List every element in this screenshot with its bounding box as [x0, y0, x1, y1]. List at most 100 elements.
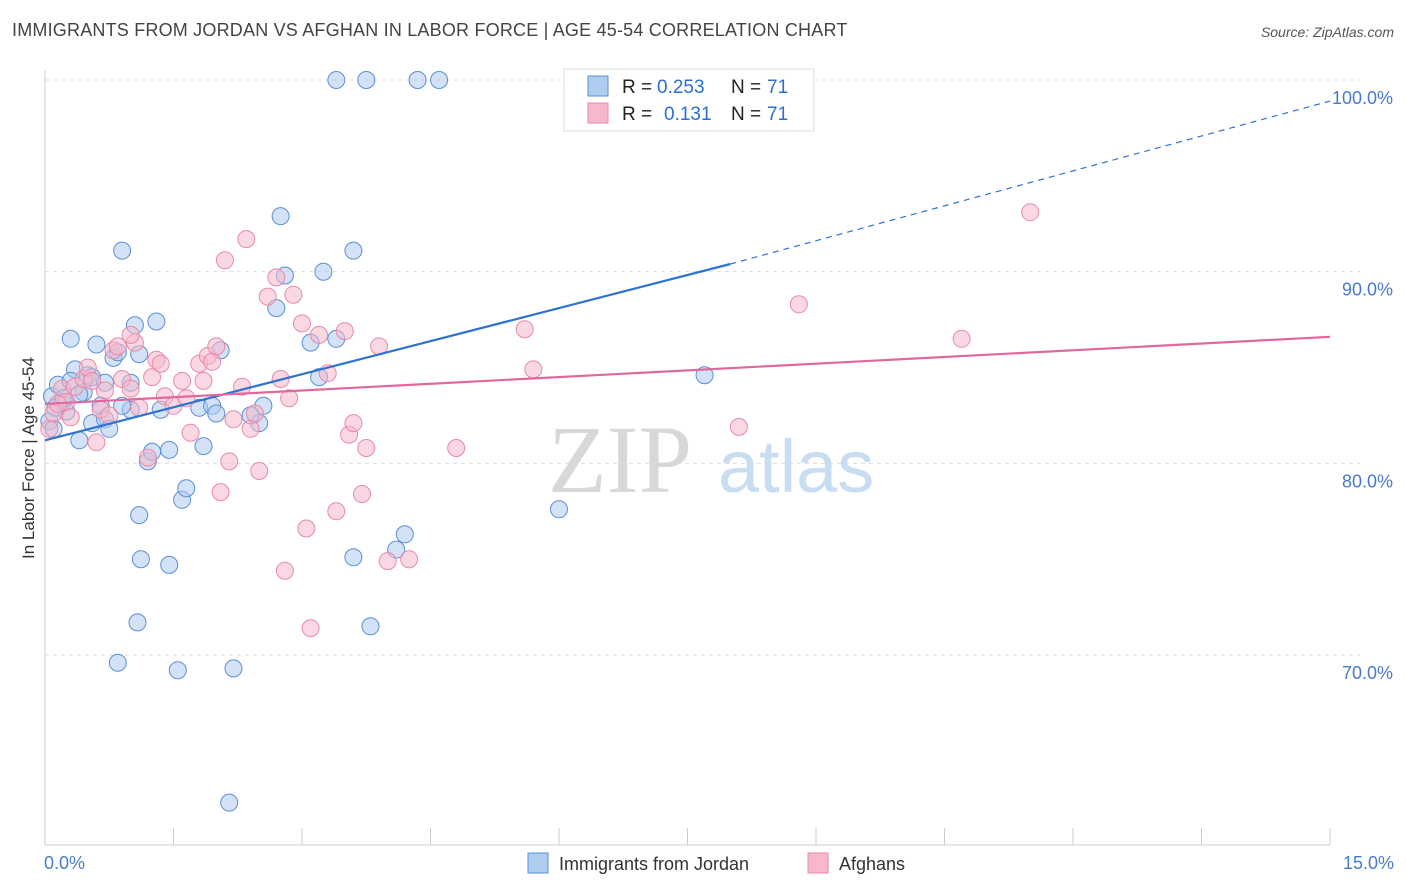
afghan-point-8	[87, 433, 106, 452]
afghan-point-33	[215, 251, 234, 270]
jordan-trend-line	[44, 262, 731, 442]
x-axis-ticks	[44, 828, 1331, 845]
jordan-point-28	[177, 479, 196, 498]
jordan-point-34	[220, 793, 239, 812]
afghan-point-7	[83, 371, 102, 390]
jordan-point-37	[108, 653, 127, 672]
afghan-point-37	[237, 230, 256, 249]
bottom-legend-jordan-swatch	[527, 852, 549, 874]
afghan-point-60	[400, 550, 419, 569]
jordan-point-53	[361, 617, 380, 636]
y-axis-title: In Labor Force | Age 45-54	[19, 357, 38, 559]
afghan-point-65	[789, 295, 808, 314]
y-tick-label-100: 100.0%	[1332, 88, 1393, 108]
y-tick-label-70: 70.0%	[1342, 663, 1393, 683]
afghan-point-44	[275, 561, 294, 580]
jordan-point-61	[695, 366, 714, 385]
afghan-point-21	[151, 354, 170, 373]
jordan-point-60	[550, 500, 568, 519]
legend-afghan-r-label: R =	[622, 104, 652, 125]
afghan-point-67	[1021, 203, 1040, 222]
afghan-point-38	[241, 419, 260, 438]
jordan-point-41	[130, 506, 149, 525]
afghan-point-42	[267, 268, 286, 287]
legend-jordan-n-value: 71	[767, 77, 788, 98]
afghan-point-55	[344, 414, 363, 433]
jordan-point-26	[160, 440, 179, 459]
jordan-point-35	[224, 659, 243, 678]
y-tick-label-90: 90.0%	[1342, 280, 1393, 300]
afghan-point-30	[203, 352, 222, 371]
jordan-point-56	[327, 71, 346, 89]
y-tick-label-80: 80.0%	[1342, 471, 1393, 491]
afghan-point-62	[515, 320, 534, 339]
jordan-point-12	[87, 335, 106, 354]
afghan-point-31	[207, 337, 226, 356]
jordan-point-45	[271, 207, 290, 226]
jordan-point-18	[113, 241, 132, 260]
afghan-point-13	[108, 337, 127, 356]
watermark-atlas: atlas	[718, 425, 874, 508]
afghan-point-50	[310, 325, 329, 344]
jordan-point-52	[344, 548, 363, 567]
afghan-point-39	[245, 404, 264, 423]
x-tick-label-min: 0.0%	[44, 853, 85, 873]
afghan-point-66	[952, 329, 971, 348]
afghan-point-56	[353, 485, 371, 503]
x-tick-label-max: 15.0%	[1343, 853, 1394, 873]
jordan-point-59	[430, 71, 449, 89]
afghan-point-35	[224, 410, 243, 429]
afghan-point-41	[258, 287, 277, 306]
jordan-point-51	[344, 241, 363, 260]
afghan-point-64	[729, 417, 748, 436]
jordan-point-40	[160, 555, 179, 574]
legend-jordan-r-value: 0.253	[657, 77, 705, 98]
afghan-point-34	[220, 452, 239, 471]
legend-afghan-n-label: N =	[731, 104, 761, 125]
jordan-point-36	[168, 661, 187, 680]
afghan-point-59	[378, 552, 397, 571]
jordan-point-57	[357, 71, 376, 89]
afghan-point-28	[194, 371, 213, 390]
afghan-point-49	[301, 619, 320, 638]
afghan-point-57	[357, 439, 376, 457]
afghan-trend-line	[44, 335, 1331, 406]
afghan-point-47	[293, 314, 311, 333]
afghan-point-46	[284, 285, 303, 304]
legend-afghan-n-value: 71	[767, 104, 788, 125]
jordan-point-55	[395, 525, 414, 544]
afghan-point-15	[121, 379, 140, 398]
y-tick-labels: 70.0% 80.0% 90.0% 100.0%	[1332, 88, 1393, 683]
legend-jordan-n-label: N =	[731, 77, 761, 98]
afghan-point-63	[524, 360, 543, 379]
afghan-point-52	[327, 502, 346, 521]
series-legend: Immigrants from Jordan Afghans	[527, 852, 905, 874]
bottom-legend-afghan-swatch	[807, 852, 829, 874]
afghan-point-32	[211, 483, 230, 502]
jordan-point-58	[408, 71, 427, 89]
afghan-point-19	[143, 368, 162, 387]
jordan-point-8	[70, 431, 89, 450]
afghan-point-53	[335, 322, 354, 341]
source-label: Source: ZipAtlas.com	[1260, 24, 1394, 40]
afghan-point-48	[297, 519, 316, 538]
afghan-point-0	[40, 419, 59, 438]
afghan-point-10	[96, 381, 114, 400]
trend-lines	[44, 100, 1331, 442]
series-afghan-points	[40, 203, 1040, 638]
afghan-point-24	[173, 371, 192, 390]
jordan-point-32	[207, 404, 226, 423]
afghan-point-45	[280, 389, 299, 408]
afghan-point-61	[447, 439, 466, 457]
chart-title: IMMIGRANTS FROM JORDAN VS AFGHAN IN LABO…	[12, 20, 848, 40]
afghan-point-40	[250, 462, 269, 480]
afghan-point-18	[138, 448, 157, 467]
jordan-point-39	[131, 550, 150, 569]
legend-jordan-r-label: R =	[622, 77, 652, 98]
legend-jordan-swatch	[587, 75, 609, 97]
legend-afghan-r-value: 0.131	[664, 104, 712, 125]
watermark-zip: ZIP	[548, 406, 692, 513]
jordan-point-38	[128, 613, 147, 632]
jordan-point-30	[194, 437, 213, 456]
